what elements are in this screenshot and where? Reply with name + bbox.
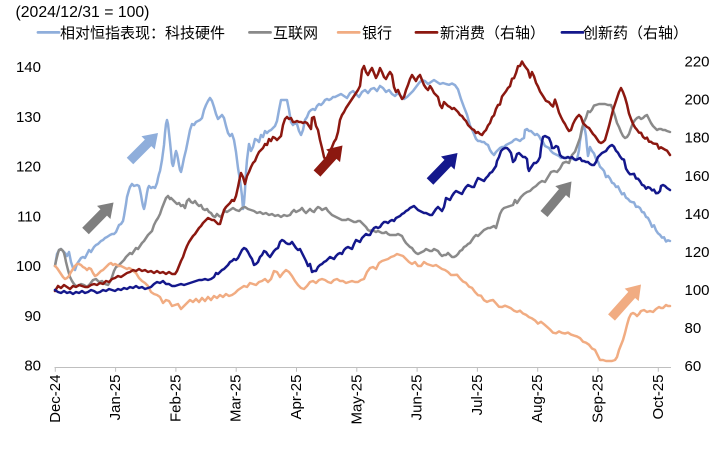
svg-text:互联网: 互联网: [273, 25, 318, 42]
svg-text:160: 160: [685, 168, 710, 185]
svg-text:80: 80: [685, 320, 702, 337]
svg-text:创新药（右轴）: 创新药（右轴）: [583, 25, 688, 42]
svg-text:Apr-25: Apr-25: [288, 375, 305, 420]
svg-text:100: 100: [16, 258, 41, 275]
svg-text:Sep-25: Sep-25: [590, 375, 607, 423]
svg-text:Jun-25: Jun-25: [409, 375, 426, 421]
svg-text:Dec-24: Dec-24: [47, 375, 64, 423]
svg-text:Aug-25: Aug-25: [529, 375, 546, 423]
svg-text:180: 180: [685, 130, 710, 147]
svg-text:130: 130: [16, 109, 41, 126]
svg-text:新消费（右轴）: 新消费（右轴）: [440, 25, 545, 42]
svg-text:60: 60: [685, 358, 702, 375]
svg-text:银行: 银行: [362, 25, 392, 42]
svg-text:May-25: May-25: [348, 375, 365, 425]
svg-text:140: 140: [16, 59, 41, 76]
svg-text:Oct-25: Oct-25: [650, 375, 667, 420]
svg-text:110: 110: [17, 208, 41, 225]
svg-text:120: 120: [685, 244, 710, 261]
svg-text:Mar-25: Mar-25: [228, 375, 245, 423]
svg-text:200: 200: [685, 92, 710, 109]
svg-text:120: 120: [16, 159, 41, 176]
svg-text:100: 100: [685, 282, 710, 299]
svg-text:90: 90: [24, 308, 41, 325]
svg-text:Feb-25: Feb-25: [167, 375, 184, 423]
svg-text:140: 140: [685, 206, 710, 223]
svg-text:Jul-25: Jul-25: [469, 375, 486, 416]
svg-text:220: 220: [685, 54, 710, 71]
svg-text:Jan-25: Jan-25: [107, 375, 124, 421]
svg-text:(2024/12/31 = 100): (2024/12/31 = 100): [16, 4, 150, 21]
svg-text:相对恒指表现：科技硬件: 相对恒指表现：科技硬件: [60, 25, 225, 42]
svg-text:80: 80: [24, 358, 41, 375]
